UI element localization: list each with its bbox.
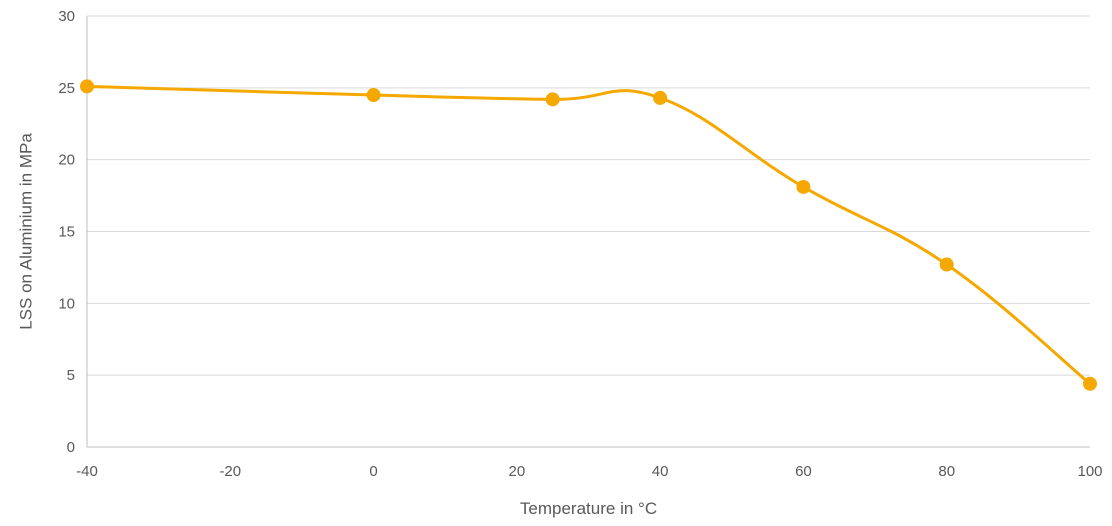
x-tick-label: -20 bbox=[219, 463, 241, 480]
y-tick-labels: 0 5 10 15 20 25 30 bbox=[58, 8, 75, 456]
x-tick-label: 40 bbox=[652, 463, 669, 480]
y-tick-label: 15 bbox=[58, 224, 75, 241]
x-tick-label: 20 bbox=[509, 463, 526, 480]
x-axis-title: Temperature in °C bbox=[520, 499, 657, 518]
data-point-1 bbox=[366, 88, 381, 103]
data-point-6 bbox=[1083, 376, 1097, 391]
series-layer bbox=[80, 79, 1097, 391]
y-tick-label: 20 bbox=[58, 152, 75, 169]
y-tick-label: 30 bbox=[58, 8, 75, 25]
data-point-5 bbox=[939, 257, 954, 272]
x-tick-label: 100 bbox=[1077, 463, 1102, 480]
y-tick-label: 25 bbox=[58, 80, 75, 97]
x-tick-label: 60 bbox=[795, 463, 812, 480]
x-tick-labels: -40 -20 0 20 40 60 80 100 bbox=[76, 463, 1102, 480]
x-tick-label: 80 bbox=[938, 463, 955, 480]
x-tick-label: 0 bbox=[369, 463, 377, 480]
data-point-0 bbox=[80, 79, 94, 94]
data-point-3 bbox=[653, 90, 668, 105]
data-point-4 bbox=[796, 179, 811, 194]
gridlines bbox=[87, 15, 1090, 376]
x-tick-label: -40 bbox=[76, 463, 98, 480]
series-line-0 bbox=[85, 84, 1092, 386]
data-point-2 bbox=[545, 92, 560, 107]
y-axis-title: LSS on Aluminium in MPa bbox=[16, 133, 35, 330]
y-tick-label: 5 bbox=[67, 367, 75, 384]
y-tick-label: 0 bbox=[67, 439, 75, 456]
y-tick-label: 10 bbox=[58, 295, 75, 312]
